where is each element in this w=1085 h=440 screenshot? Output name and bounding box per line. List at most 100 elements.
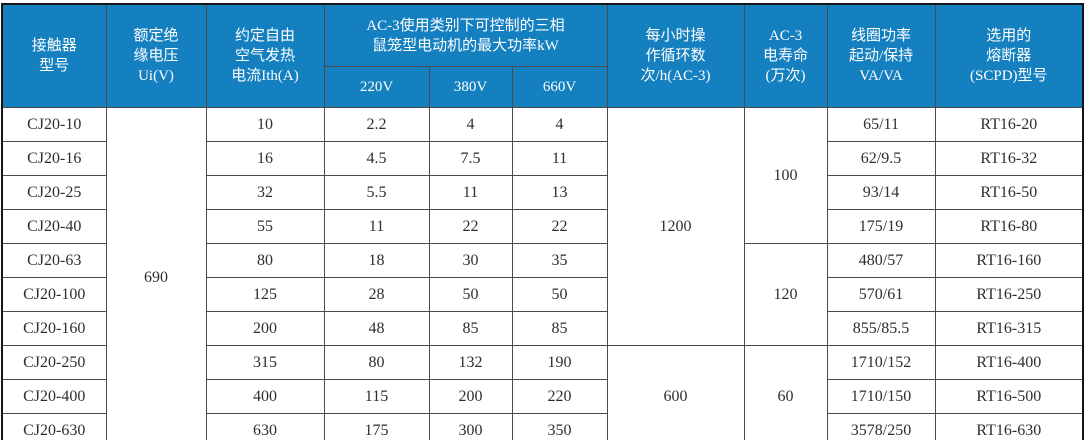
header-insulation-voltage-line: 缘电压 [133, 48, 179, 64]
coil-power-cell: 93/14 [826, 175, 936, 210]
electrical-life-cell: 120 [743, 243, 828, 346]
header-motor-power-group-line: 鼠笼型电动机的最大功率kW [372, 37, 559, 54]
power-660-cell: 13 [511, 175, 608, 210]
ith-cell: 80 [205, 243, 325, 278]
header-model-line: 型号 [39, 58, 70, 74]
power-660-cell: 220 [511, 379, 608, 414]
header-fuse-type: 选用的 熔断器 (SCPD)型号 [934, 3, 1084, 108]
power-380-cell: 11 [428, 175, 513, 210]
power-220-cell: 2.2 [323, 107, 430, 142]
coil-power-cell: 175/19 [826, 209, 936, 244]
header-electrical-life-line: AC-3 [768, 28, 803, 44]
model-cell: CJ20-100 [1, 277, 107, 312]
fuse-cell: RT16-160 [934, 243, 1084, 278]
header-electrical-life-line: 电寿命 [763, 48, 809, 64]
ith-cell: 315 [205, 345, 325, 380]
header-thermal-current: 约定自由 空气发热 电流Ith(A) [205, 3, 325, 108]
power-380-cell: 85 [428, 311, 513, 346]
header-cycles-per-hour-line: 每小时操 [645, 28, 706, 44]
header-fuse-type-line: 选用的 [986, 28, 1032, 44]
power-220-cell: 18 [323, 243, 430, 278]
coil-power-cell: 1710/152 [826, 345, 936, 380]
fuse-cell: RT16-250 [934, 277, 1084, 312]
power-380-cell: 22 [428, 209, 513, 244]
header-insulation-voltage-line: 额定绝 [133, 28, 179, 44]
power-660-cell: 11 [511, 141, 608, 176]
header-cycles-per-hour-line: 作循环数 [645, 48, 706, 64]
electrical-life-cell: 100 [743, 107, 828, 244]
electrical-life-cell: 60 [743, 345, 828, 440]
table-row: CJ20-400 400 115 200 220 1710/150 RT16-5… [1, 379, 1084, 414]
header-voltage-660: 660V [511, 66, 608, 108]
header-model: 接触器 型号 [1, 3, 107, 108]
coil-power-cell: 855/85.5 [826, 311, 936, 346]
header-voltage-380: 380V [428, 66, 513, 108]
table-row: CJ20-25 32 5.5 11 13 93/14 RT16-50 [1, 175, 1084, 210]
header-thermal-current-line: 电流Ith(A) [231, 68, 299, 84]
ith-cell: 630 [205, 413, 325, 440]
power-660-cell: 4 [511, 107, 608, 142]
power-220-cell: 48 [323, 311, 430, 346]
header-insulation-voltage-line: Ui(V) [138, 68, 174, 84]
power-380-cell: 300 [428, 413, 513, 440]
header-fuse-type-line: (SCPD)型号 [970, 68, 1048, 84]
table-row: CJ20-40 55 11 22 22 175/19 RT16-80 [1, 209, 1084, 244]
power-220-cell: 115 [323, 379, 430, 414]
coil-power-cell: 65/11 [826, 107, 936, 142]
power-380-cell: 30 [428, 243, 513, 278]
header-cycles-per-hour-line: 次/h(AC-3) [640, 68, 711, 84]
table-row: CJ20-16 16 4.5 7.5 11 62/9.5 RT16-32 [1, 141, 1084, 176]
model-cell: CJ20-630 [1, 413, 107, 440]
power-660-cell: 85 [511, 311, 608, 346]
power-220-cell: 175 [323, 413, 430, 440]
model-cell: CJ20-63 [1, 243, 107, 278]
power-220-cell: 80 [323, 345, 430, 380]
power-380-cell: 4 [428, 107, 513, 142]
header-voltage-220: 220V [323, 66, 430, 108]
header-motor-power-group-line: AC-3使用类别下可控制的三相 [366, 17, 565, 34]
coil-power-cell: 1710/150 [826, 379, 936, 414]
header-coil-power-line: 起动/保持 [848, 48, 914, 64]
power-380-cell: 50 [428, 277, 513, 312]
coil-power-cell: 570/61 [826, 277, 936, 312]
coil-power-cell: 480/57 [826, 243, 936, 278]
fuse-cell: RT16-630 [934, 413, 1084, 440]
power-660-cell: 350 [511, 413, 608, 440]
ith-cell: 32 [205, 175, 325, 210]
power-660-cell: 22 [511, 209, 608, 244]
contactor-spec-table: 接触器 型号 额定绝 缘电压 Ui(V) 约定自由 空气发热 电流Ith(A) … [1, 3, 1085, 440]
header-thermal-current-line: 空气发热 [234, 48, 295, 64]
header-fuse-type-line: 熔断器 [986, 48, 1032, 64]
power-380-cell: 7.5 [428, 141, 513, 176]
power-660-cell: 35 [511, 243, 608, 278]
coil-power-cell: 62/9.5 [826, 141, 936, 176]
header-model-line: 接触器 [31, 38, 77, 54]
model-cell: CJ20-40 [1, 209, 107, 244]
header-electrical-life-line: (万次) [765, 68, 806, 84]
power-380-cell: 132 [428, 345, 513, 380]
fuse-cell: RT16-400 [934, 345, 1084, 380]
fuse-cell: RT16-50 [934, 175, 1084, 210]
ith-cell: 10 [205, 107, 325, 142]
model-cell: CJ20-10 [1, 107, 107, 142]
fuse-cell: RT16-32 [934, 141, 1084, 176]
insulation-voltage-cell: 690 [105, 107, 207, 440]
ith-cell: 16 [205, 141, 325, 176]
power-220-cell: 11 [323, 209, 430, 244]
fuse-cell: RT16-500 [934, 379, 1084, 414]
power-380-cell: 200 [428, 379, 513, 414]
header-cycles-per-hour: 每小时操 作循环数 次/h(AC-3) [606, 3, 745, 108]
header-coil-power-line: VA/VA [859, 68, 903, 84]
power-220-cell: 28 [323, 277, 430, 312]
model-cell: CJ20-25 [1, 175, 107, 210]
power-220-cell: 5.5 [323, 175, 430, 210]
model-cell: CJ20-250 [1, 345, 107, 380]
table-row: CJ20-100 125 28 50 50 570/61 RT16-250 [1, 277, 1084, 312]
ith-cell: 200 [205, 311, 325, 346]
header-motor-power-group: AC-3使用类别下可控制的三相 鼠笼型电动机的最大功率kW [323, 3, 608, 67]
model-cell: CJ20-16 [1, 141, 107, 176]
ith-cell: 125 [205, 277, 325, 312]
cycles-cell: 1200 [606, 107, 745, 346]
fuse-cell: RT16-80 [934, 209, 1084, 244]
coil-power-cell: 3578/250 [826, 413, 936, 440]
